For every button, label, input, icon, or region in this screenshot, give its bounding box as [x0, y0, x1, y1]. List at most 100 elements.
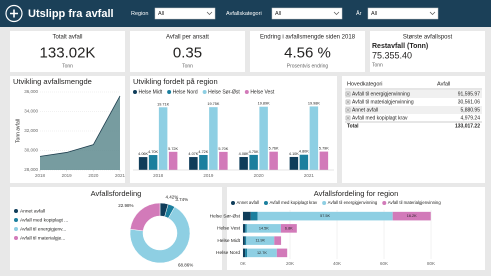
expand-icon — [346, 100, 350, 104]
chart-title: Utvikling fordelt på region — [133, 77, 218, 86]
bar — [239, 157, 248, 170]
table-header: Avfall — [437, 81, 450, 87]
bar-segment — [246, 236, 275, 245]
bar — [319, 151, 329, 170]
bar-segment — [243, 224, 246, 233]
legend-marker — [382, 201, 387, 205]
y-tick-label: Helse Nord — [216, 250, 240, 256]
card-title: Totalt avfall — [52, 35, 82, 41]
legend-marker — [14, 218, 18, 222]
bar-segment — [276, 248, 288, 258]
bar-segment — [245, 224, 247, 233]
x-tick-label: 2018 — [153, 173, 164, 178]
data-label: 4.10K — [289, 152, 299, 156]
dashboard-title: Utslipp fra avfall — [28, 8, 114, 20]
data-label: 16.2K — [407, 214, 417, 218]
legend-marker — [167, 90, 172, 94]
y-tick-label: Helse Vest — [217, 226, 241, 232]
bar — [209, 107, 218, 170]
filter-dropdown[interactable] — [154, 7, 216, 20]
filter-value: All — [158, 11, 164, 17]
legend-marker — [263, 201, 268, 205]
bar-segment — [243, 236, 245, 245]
bar — [249, 154, 258, 170]
data-label: 57.5K — [320, 214, 330, 218]
table-cell: 30,561.06 — [458, 99, 480, 105]
card-value: 4.56 % — [284, 44, 331, 61]
table-cell: Avfall til energigjenvinning — [352, 91, 410, 97]
bar — [299, 154, 309, 170]
logo — [5, 4, 23, 23]
data-label: 11.9K — [255, 239, 265, 243]
legend-marker — [322, 201, 327, 205]
bar-segment — [250, 211, 258, 221]
table-cell: Avfall til materialgjenvinning — [352, 99, 414, 105]
data-label: 4.07K — [188, 152, 198, 156]
legend-label: Annet avfall — [20, 208, 45, 214]
data-label: 4.75K — [249, 150, 259, 154]
data-label: 19.98K — [308, 101, 321, 105]
x-tick-label: 80K — [427, 261, 435, 266]
data-label: 19.75K — [207, 102, 220, 106]
x-tick-label: 2019 — [203, 173, 214, 178]
table-cell: Annet avfall — [352, 107, 378, 113]
bar — [269, 151, 278, 170]
data-label: 68.86% — [178, 262, 193, 267]
data-label: 22.98% — [118, 203, 133, 208]
legend-label: Helse Sør-Øst — [208, 89, 240, 95]
x-tick-label: 40K — [333, 261, 341, 266]
legend-label: Avfall med kopiplagt ... — [20, 217, 68, 223]
filter-dropdown[interactable] — [271, 7, 343, 20]
card-value: 133.02K — [40, 44, 96, 61]
filter-label: Avfallskategori — [226, 11, 262, 17]
bar-segment — [246, 248, 277, 258]
table-cell: 4,979.24 — [461, 115, 481, 121]
legend-label: Avfall til energigjenv... — [20, 226, 66, 232]
y-axis-label: Tonn avfall — [15, 119, 21, 143]
legend-marker — [202, 90, 207, 94]
bar — [189, 157, 198, 170]
legend-label: Avfall til materialgjenvinning — [388, 200, 442, 205]
bar-segment — [243, 211, 251, 221]
data-label: 19.71K — [157, 102, 170, 106]
card-subtitle: Restavfall (Tonn) — [372, 43, 428, 50]
filter-label: Region — [131, 11, 148, 17]
bar — [309, 106, 319, 170]
y-tick-label: Helse Sør-Øst — [210, 213, 241, 219]
bar-segment — [244, 236, 247, 245]
data-label: 6.8K — [285, 226, 293, 230]
data-label: 5.76K — [269, 147, 279, 151]
x-tick-label: 2021 — [304, 173, 315, 178]
bar — [199, 154, 208, 170]
chart-title: Avfallsfordeling — [91, 189, 142, 198]
bar — [148, 155, 158, 170]
filter-dropdown[interactable] — [367, 7, 439, 20]
data-label: 12.7K — [257, 251, 267, 255]
legend-label: Helse Midt — [139, 89, 163, 95]
table-total: Total — [347, 123, 359, 129]
bar-segment — [246, 224, 281, 233]
filter-value: All — [371, 11, 377, 17]
card-value: 0.35 — [173, 44, 202, 61]
donut-slice — [129, 202, 161, 232]
card-panel — [130, 31, 245, 72]
bar-segment — [392, 211, 431, 221]
y-tick-label: 34,000 — [24, 109, 38, 114]
bar — [289, 156, 299, 170]
donut-slice — [129, 206, 191, 264]
y-tick-label: Helse Midt — [217, 238, 240, 244]
dropdown-chevron — [333, 11, 340, 15]
table-cell: 5,880.95 — [461, 107, 481, 113]
data-label: 5.70K — [218, 147, 228, 151]
table-row-band — [345, 90, 482, 98]
data-label: 5.79K — [319, 147, 329, 151]
table-total: 133,017.22 — [455, 123, 480, 129]
bar — [138, 157, 148, 170]
dropdown-chevron — [206, 11, 213, 15]
card-unit: Prosentvis endring — [287, 63, 329, 69]
table-cell: 91,595.97 — [458, 91, 480, 97]
x-tick-label: 20K — [286, 261, 294, 266]
expand-icon — [346, 108, 350, 112]
